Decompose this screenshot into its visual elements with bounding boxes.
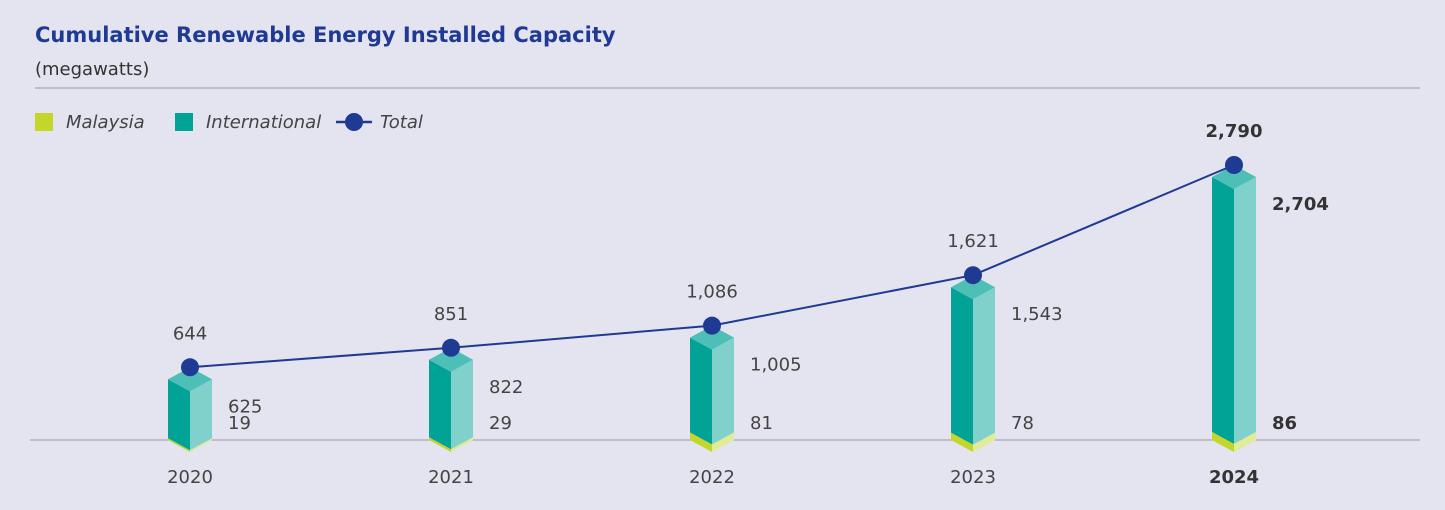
bar-right-face [973,287,995,445]
bar-left-face [951,432,973,452]
data-label: 1,086 [686,282,738,303]
bar-top [690,325,734,350]
bar-left-face [429,437,451,452]
total-marker [703,316,721,335]
data-label: 19 [228,413,251,434]
bar-top [168,367,212,392]
bar-right-face [712,432,734,452]
bar-left-face [951,287,973,445]
legend-marker [345,113,363,131]
data-label: 78 [1011,413,1034,434]
legend-label: Malaysia [66,112,145,133]
x-tick-label: 2022 [689,467,735,488]
data-label: 86 [1272,413,1297,434]
legend-swatch [175,113,193,131]
data-label: 851 [434,304,468,325]
bar-right-face [1234,431,1256,452]
legend-label: Total [380,112,423,133]
x-tick-label: 2024 [1209,467,1259,488]
bar-left-face [168,379,190,451]
data-label: 644 [173,323,207,344]
bar-left-face [690,337,712,445]
x-tick-label: 2020 [167,467,213,488]
x-tick-label: 2023 [950,467,996,488]
bar-left-face [1212,177,1234,444]
total-marker [1225,156,1243,174]
bar-right-face [451,437,473,452]
bar-right-face [451,359,473,450]
chart-title: Cumulative Renewable Energy Installed Ca… [35,23,616,47]
total-marker [442,338,460,357]
bar-left-face [1212,431,1234,452]
total-marker [181,358,199,377]
data-label: 1,621 [947,231,999,252]
bar-right-face [712,337,734,445]
bar-top [429,347,473,372]
legend-swatch [35,113,53,131]
bar-left-face [168,438,190,452]
bar-right-face [190,379,212,451]
chart-subtitle: (megawatts) [35,59,149,80]
bar-top [1212,165,1256,189]
bar-right-face [190,438,212,452]
bar-left-face [690,432,712,452]
x-tick-label: 2021 [428,467,474,488]
bar-top [951,275,995,300]
data-label: 625 [228,396,262,417]
data-label: 1,005 [750,355,802,376]
total-marker [964,266,982,285]
data-label: 2,790 [1206,121,1263,142]
legend-label: International [206,112,321,133]
data-label: 29 [489,413,512,434]
data-label: 2,704 [1272,194,1329,215]
data-label: 822 [489,377,523,398]
data-label: 1,543 [1011,304,1063,325]
bar-left-face [429,359,451,450]
data-label: 81 [750,413,773,434]
bar-right-face [973,432,995,452]
bar-right-face [1234,177,1256,444]
